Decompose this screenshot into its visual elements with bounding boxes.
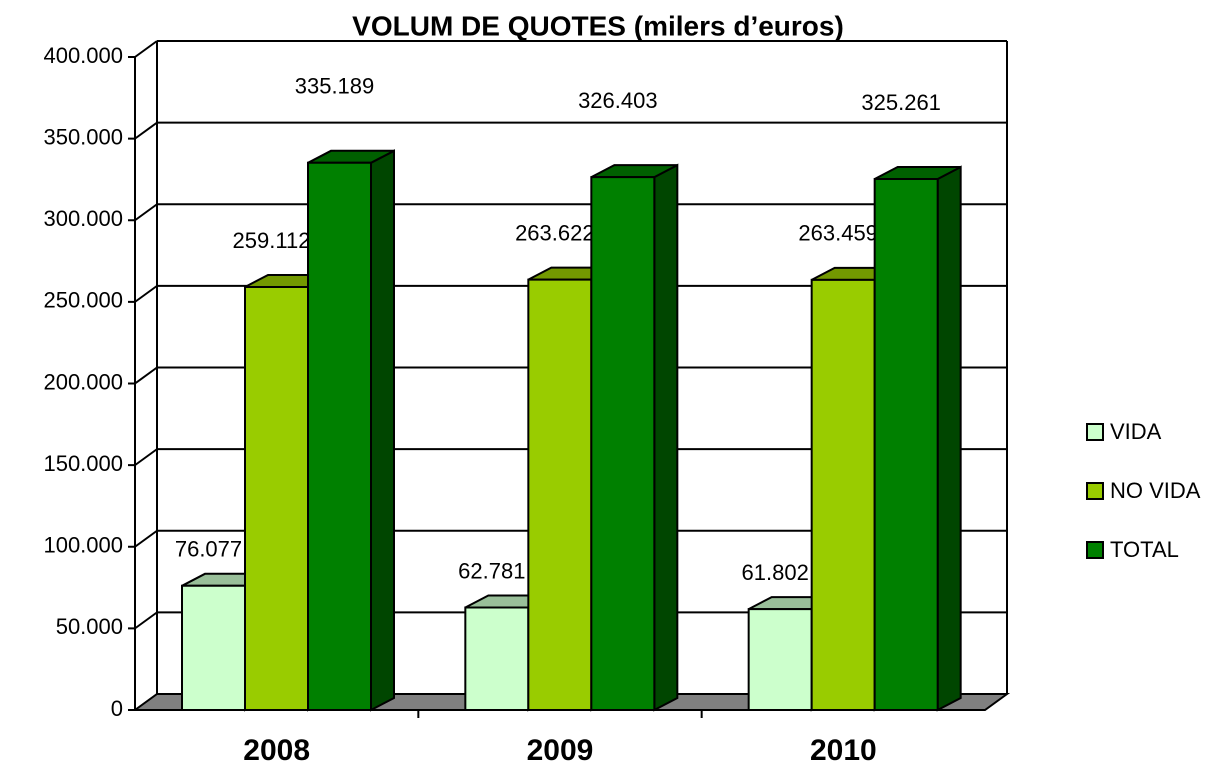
y-tick-label: 0 bbox=[111, 696, 123, 721]
legend-swatch bbox=[1086, 541, 1104, 559]
grid-line bbox=[134, 285, 158, 303]
bar-front bbox=[747, 608, 813, 711]
value-label: 335.189 bbox=[295, 74, 375, 99]
value-label: 76.077 bbox=[175, 537, 242, 562]
bar-side bbox=[936, 165, 962, 712]
bar-side bbox=[370, 149, 395, 712]
grid-line bbox=[134, 40, 158, 58]
bar-front bbox=[810, 278, 876, 711]
value-label: 259.112 bbox=[233, 228, 311, 253]
bar-front bbox=[590, 176, 656, 711]
y-tick-label: 200.000 bbox=[43, 369, 123, 394]
legend-swatch bbox=[1086, 482, 1104, 500]
legend-label: TOTAL bbox=[1110, 537, 1179, 562]
grid-line bbox=[134, 203, 158, 222]
y-tick-label: 400.000 bbox=[43, 43, 123, 68]
bar-front bbox=[464, 606, 530, 711]
x-tick-label: 2010 bbox=[810, 734, 877, 767]
y-tick-label: 250.000 bbox=[43, 288, 123, 313]
grid-line bbox=[134, 529, 158, 548]
legend-label: VIDA bbox=[1110, 419, 1162, 444]
bar bbox=[307, 149, 395, 712]
bar-side bbox=[653, 163, 679, 712]
value-label: 61.802 bbox=[742, 560, 809, 585]
y-tick-label: 100.000 bbox=[43, 533, 123, 558]
y-tick-label: 150.000 bbox=[43, 451, 123, 476]
grid-line bbox=[134, 366, 158, 385]
x-tick-label: 2009 bbox=[527, 734, 594, 767]
value-label: 62.781 bbox=[458, 558, 525, 583]
value-label: 263.622 bbox=[515, 220, 595, 245]
chart-title: VOLUM DE QUOTES (milers d’euros) bbox=[352, 10, 844, 41]
bar-front bbox=[181, 584, 246, 711]
bar-front bbox=[873, 178, 939, 711]
y-tick-label: 300.000 bbox=[43, 206, 123, 231]
value-label: 263.459 bbox=[798, 221, 878, 246]
bar bbox=[590, 163, 679, 712]
x-tick-label: 2008 bbox=[243, 734, 310, 767]
value-label: 326.403 bbox=[578, 88, 658, 113]
grid-line bbox=[134, 121, 158, 140]
bar-front bbox=[527, 278, 593, 711]
bar-front bbox=[307, 161, 372, 711]
legend-label: NO VIDA bbox=[1110, 478, 1201, 503]
value-label: 325.261 bbox=[861, 90, 941, 115]
bar-front bbox=[244, 285, 309, 711]
grid-line bbox=[134, 611, 158, 630]
bar bbox=[873, 165, 962, 712]
y-tick-label: 50.000 bbox=[56, 614, 123, 639]
legend-swatch bbox=[1086, 423, 1104, 441]
y-tick-label: 350.000 bbox=[43, 124, 123, 149]
grid-line bbox=[134, 448, 158, 466]
